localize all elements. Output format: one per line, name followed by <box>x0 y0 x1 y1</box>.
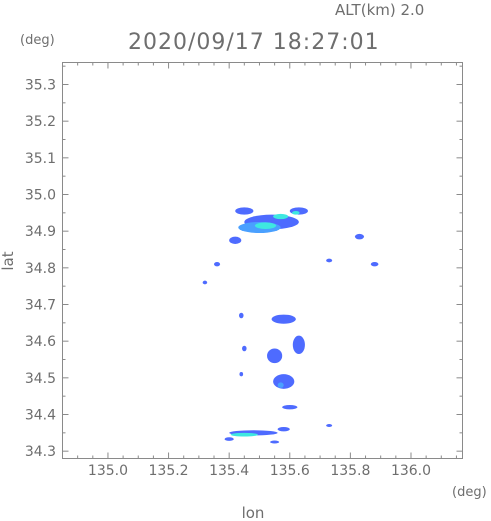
x-tick-label: 135.4 <box>209 463 249 479</box>
echo-cell-weak <box>326 424 333 427</box>
x-tick-label: 135.8 <box>330 463 370 479</box>
echo-cell-weak <box>235 207 254 215</box>
echo-cell-weak <box>239 371 244 377</box>
echo-cell-weak <box>267 348 283 364</box>
echo-cell-weak <box>370 261 379 267</box>
y-tick-label: 35.3 <box>25 78 56 94</box>
plot-frame <box>62 62 463 459</box>
echo-cell-weak <box>277 426 290 432</box>
echo-cell-weak <box>282 404 298 410</box>
echo-cell-weak <box>229 236 242 244</box>
y-tick-label: 34.9 <box>25 224 56 240</box>
echo-cell-weak <box>354 233 365 240</box>
y-tick-label: 34.7 <box>25 298 56 314</box>
y-unit-label: (deg) <box>20 33 55 48</box>
y-tick-label: 34.4 <box>25 408 56 424</box>
y-tick-label: 35.2 <box>25 114 56 130</box>
x-tick-label: 135.0 <box>88 463 128 479</box>
echo-cell-moderate <box>277 382 284 388</box>
altitude-label: ALT(km) 2.0 <box>335 1 424 19</box>
y-tick-label: 35.0 <box>25 188 56 204</box>
x-tick-label: 136.0 <box>391 463 431 479</box>
y-tick-label: 35.1 <box>25 151 56 167</box>
echo-cell-weak <box>273 374 295 389</box>
y-tick-label: 34.3 <box>25 444 56 460</box>
echo-cell-weak <box>326 258 333 263</box>
y-tick-label: 34.6 <box>25 334 56 350</box>
echo-cell-weak <box>224 437 234 441</box>
x-tick-label: 135.6 <box>270 463 310 479</box>
echo-cell-weak <box>270 440 280 444</box>
echo-cell-weak <box>271 314 296 324</box>
y-tick-label: 34.5 <box>25 371 56 387</box>
x-axis-title: lon <box>242 504 265 521</box>
echo-cell-weak <box>292 335 305 355</box>
x-tick-label: 135.2 <box>149 463 189 479</box>
y-tick-label: 34.8 <box>25 261 56 277</box>
timestamp-title: 2020/09/17 18:27:01 <box>128 30 380 55</box>
echo-cell-strong <box>292 211 300 215</box>
echo-layer <box>202 207 379 444</box>
echo-cell-weak <box>202 280 208 285</box>
echo-cell-strong <box>273 213 289 220</box>
tick-layer: 135.0 135.2 135.4 135.6 135.8 136.0 34.3 34.4 34… <box>25 62 463 479</box>
echo-cell-weak <box>239 312 244 319</box>
echo-cell-strong <box>230 432 258 437</box>
y-axis-title: lat <box>0 251 17 270</box>
echo-cell-weak <box>242 345 247 352</box>
x-unit-label: (deg) <box>452 485 487 500</box>
echo-cell-strong <box>254 222 277 229</box>
echo-cell-weak <box>214 261 221 267</box>
